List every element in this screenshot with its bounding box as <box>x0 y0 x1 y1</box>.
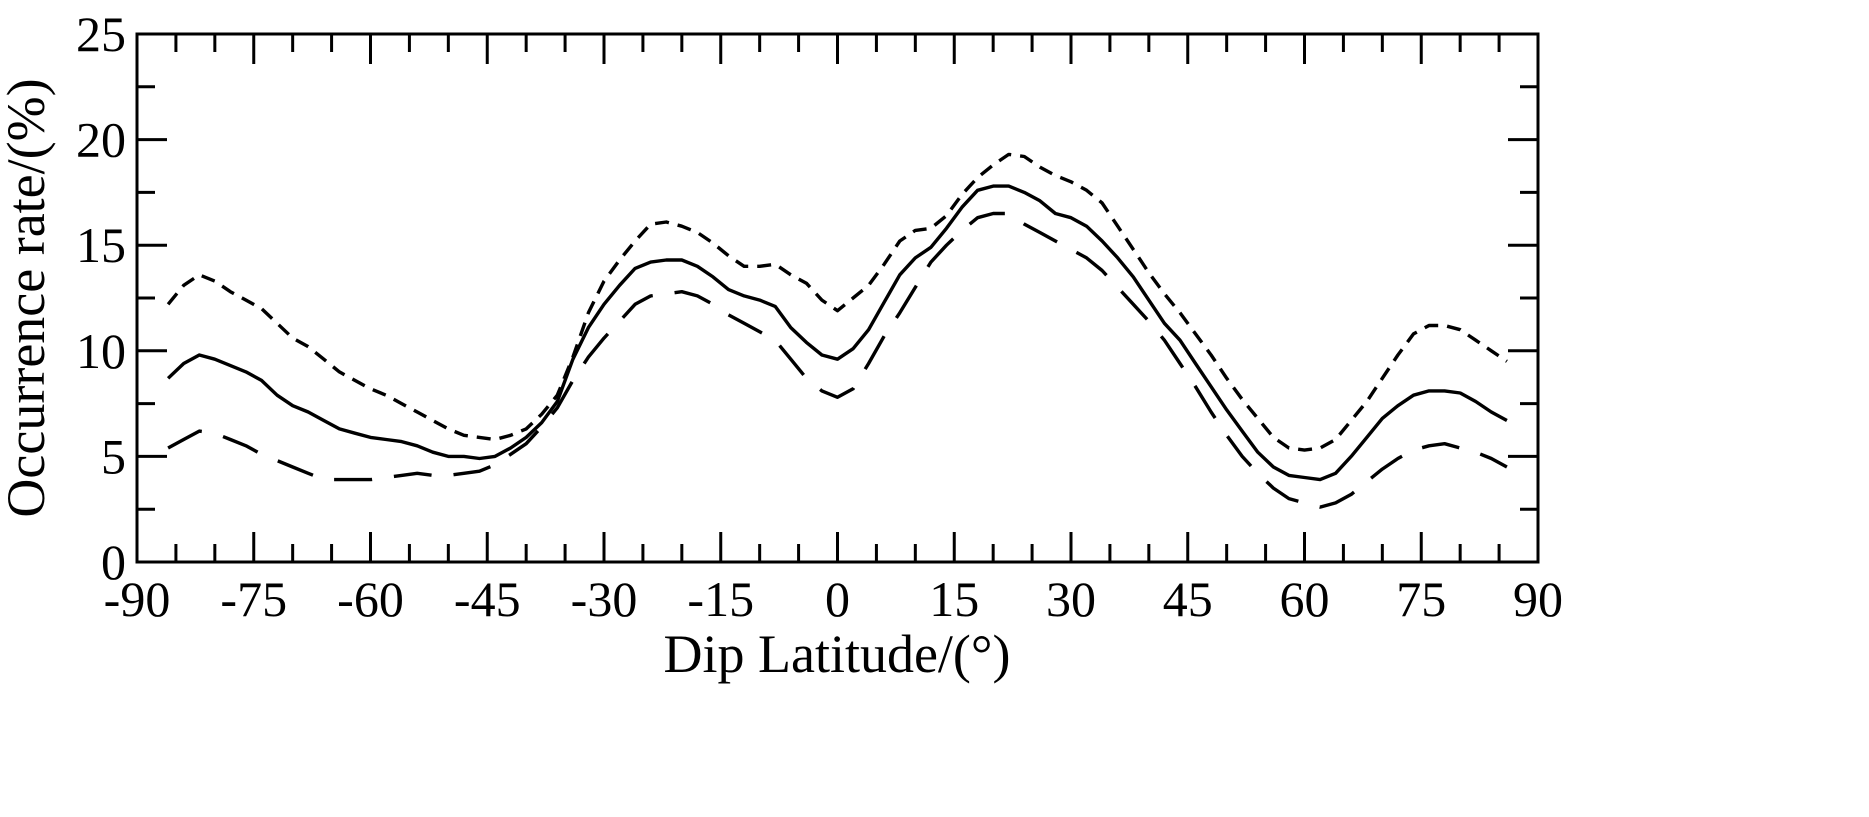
plot-frame <box>135 32 1540 564</box>
x-tick-label: 75 <box>1396 571 1446 627</box>
series-line-solid <box>166 184 1508 482</box>
x-tick-label: 45 <box>1163 571 1213 627</box>
x-tick-label: -90 <box>104 571 171 627</box>
y-tick-label: 5 <box>101 428 126 484</box>
y-tick-label: 10 <box>76 323 126 379</box>
y-tick-label: 0 <box>101 534 126 590</box>
x-tick-labels: -90 -75 -60 -45 -30 -15 0 15 30 45 60 75 90 <box>104 571 1563 627</box>
x-axis-label: Dip Latitude/(°) <box>664 624 1011 684</box>
x-tick-label: 30 <box>1046 571 1096 627</box>
x-tick-label: 15 <box>929 571 979 627</box>
x-tick-label: -60 <box>337 571 404 627</box>
x-tick-label: -75 <box>220 571 287 627</box>
series-line-long-dash <box>167 211 1508 509</box>
series-line-short-dash <box>166 152 1508 452</box>
y-tick-label: 25 <box>76 6 126 62</box>
x-tick-label: 90 <box>1513 571 1563 627</box>
plot-series <box>166 152 1508 509</box>
y-tick-labels: 0 5 10 15 20 25 <box>76 6 126 590</box>
y-tick-label: 15 <box>76 217 126 273</box>
x-tick-label: -45 <box>454 571 521 627</box>
x-tick-label: -15 <box>687 571 754 627</box>
y-axis-label: Occurrence rate/(%) <box>0 78 56 517</box>
x-tick-label: -30 <box>571 571 638 627</box>
y-tick-label: 20 <box>76 112 126 168</box>
x-tick-label: 0 <box>825 571 850 627</box>
x-tick-label: 60 <box>1280 571 1330 627</box>
axis-ticks <box>135 32 1540 564</box>
